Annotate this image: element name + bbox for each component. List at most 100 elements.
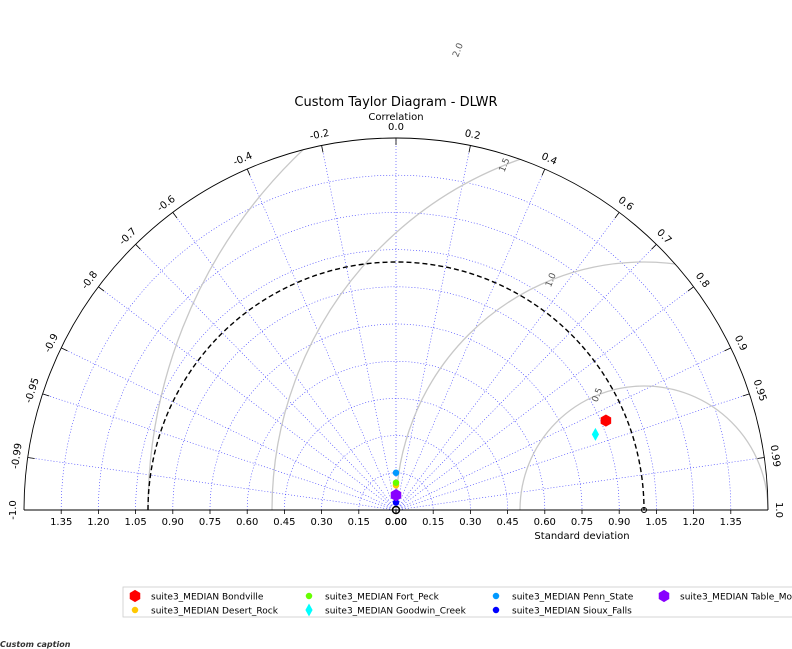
std-gridline — [60, 174, 732, 511]
data-point — [390, 489, 402, 502]
chart-title: Custom Taylor Diagram - DLWR — [294, 95, 497, 110]
correlation-tick — [468, 145, 471, 153]
correlation-gridline — [42, 393, 397, 511]
correlation-tick — [742, 393, 750, 397]
reference-std-arc — [147, 261, 645, 511]
correlation-gridline — [27, 457, 397, 511]
x-tick-label: 0.45 — [496, 517, 518, 528]
x-axis-label: Standard deviation — [534, 531, 629, 542]
correlation-tick-label: -1.0 — [8, 500, 19, 520]
std-gridline — [246, 360, 546, 511]
legend-label: suite3_MEDIAN Table_Mo — [680, 593, 792, 603]
legend: suite3_MEDIAN Bondville suite3_MEDIAN Des… — [122, 586, 792, 618]
x-tick-label: 1.35 — [720, 517, 742, 528]
legend-label: suite3_MEDIAN Goodwin_Creek — [325, 607, 467, 617]
correlation-tick-label: 0.2 — [464, 128, 482, 142]
rms-contour-label: 0.5 — [591, 387, 606, 404]
legend-label: suite3_MEDIAN Sioux_Falls — [512, 607, 632, 617]
rms-contour — [271, 138, 768, 510]
correlation-tick — [98, 286, 105, 292]
correlation-tick — [172, 212, 178, 219]
x-tick-label: 0.90 — [608, 517, 630, 528]
plot-area: 1.0 0.99 0.95 0.9 0.8 0.7 0.6 0.4 0.2 0.0 -0.2 -0.4… — [8, 42, 784, 528]
correlation-tick-label: -0.2 — [309, 128, 330, 143]
correlation-tick-label: -0.9 — [43, 332, 61, 354]
rms-contour — [519, 385, 768, 510]
correlation-gridline — [321, 145, 397, 511]
x-tick-label: 0.75 — [571, 517, 593, 528]
data-point — [600, 414, 612, 427]
x-tick-label: 1.05 — [645, 517, 667, 528]
correlation-tick — [246, 168, 251, 176]
correlation-tick — [61, 347, 68, 352]
rms-contour-label: 1.0 — [544, 271, 559, 288]
legend-marker — [305, 603, 313, 617]
correlation-gridline — [61, 347, 397, 511]
outer-arc — [23, 137, 769, 511]
correlation-tick-label: 0.6 — [616, 195, 635, 213]
correlation-tick-label: 0.7 — [654, 227, 673, 246]
correlation-gridline — [395, 457, 765, 511]
origin-point — [391, 505, 401, 515]
data-point — [392, 479, 400, 486]
correlation-gridline — [395, 168, 546, 511]
correlation-tick-label: 0.95 — [751, 378, 768, 403]
legend-label: suite3_MEDIAN Bondville — [151, 593, 264, 603]
x-tick-label: 0.45 — [273, 517, 295, 528]
legend-marker — [492, 592, 500, 600]
data-point — [392, 469, 400, 477]
correlation-tick-label: 0.4 — [540, 151, 559, 167]
correlation-tick — [724, 347, 731, 352]
x-tick-label: 0.75 — [199, 517, 221, 528]
legend-marker — [131, 606, 139, 614]
correlation-gridline — [98, 286, 397, 511]
correlation-tick-label: 1.0 — [773, 502, 784, 518]
rms-contour — [395, 261, 768, 510]
correlation-tick-label: -0.4 — [232, 150, 254, 168]
x-tick-label: 0.90 — [162, 517, 184, 528]
correlation-gridline — [395, 145, 471, 511]
correlation-tick-label: -0.99 — [10, 442, 25, 469]
x-tick-label: 0.60 — [236, 517, 258, 528]
x-tick-label: 1.05 — [124, 517, 146, 528]
x-tick-label: 1.35 — [50, 517, 72, 528]
legend-marker — [305, 592, 313, 600]
correlation-gridline — [395, 212, 620, 511]
correlation-tick — [614, 212, 620, 219]
correlation-tick-label: 0.9 — [732, 334, 749, 353]
data-point — [591, 427, 600, 441]
reference-point — [641, 507, 647, 513]
figure-caption: Custom caption — [0, 640, 71, 649]
correlation-tick — [687, 286, 694, 292]
correlation-tick-label: 0.99 — [768, 444, 782, 468]
x-tick-label: 0.30 — [310, 517, 332, 528]
correlation-tick — [42, 393, 50, 397]
x-tick-label: 0.30 — [459, 517, 481, 528]
x-tick-label: 0.60 — [534, 517, 556, 528]
rms-contour-label: 1.5 — [498, 157, 513, 174]
x-tick-label: 1.20 — [87, 517, 109, 528]
std-gridline — [172, 286, 620, 511]
correlation-tick — [757, 457, 765, 459]
x-tick-label: 0.15 — [348, 517, 370, 528]
correlation-tick-label: -0.95 — [23, 377, 42, 405]
rms-contour-label: 2.0 — [451, 42, 466, 59]
correlation-tick — [541, 168, 546, 176]
x-tick-label: 0.00 — [385, 517, 407, 528]
correlation-gridline — [395, 286, 694, 511]
correlation-tick — [651, 244, 657, 250]
correlation-gridline — [395, 393, 750, 511]
correlation-tick-label: 0.8 — [693, 271, 711, 290]
correlation-label: Correlation — [368, 112, 423, 123]
correlation-tick — [321, 145, 324, 153]
correlation-gridline — [135, 244, 397, 511]
correlation-tick-label: 0.0 — [388, 122, 404, 133]
legend-label: suite3_MEDIAN Penn_State — [512, 593, 634, 603]
x-tick-label: 0.00 — [385, 517, 407, 528]
std-gridline — [284, 398, 508, 511]
x-tick-label: 1.20 — [682, 517, 704, 528]
legend-marker — [129, 589, 141, 603]
legend-marker — [492, 606, 500, 614]
correlation-gridline — [246, 168, 397, 511]
